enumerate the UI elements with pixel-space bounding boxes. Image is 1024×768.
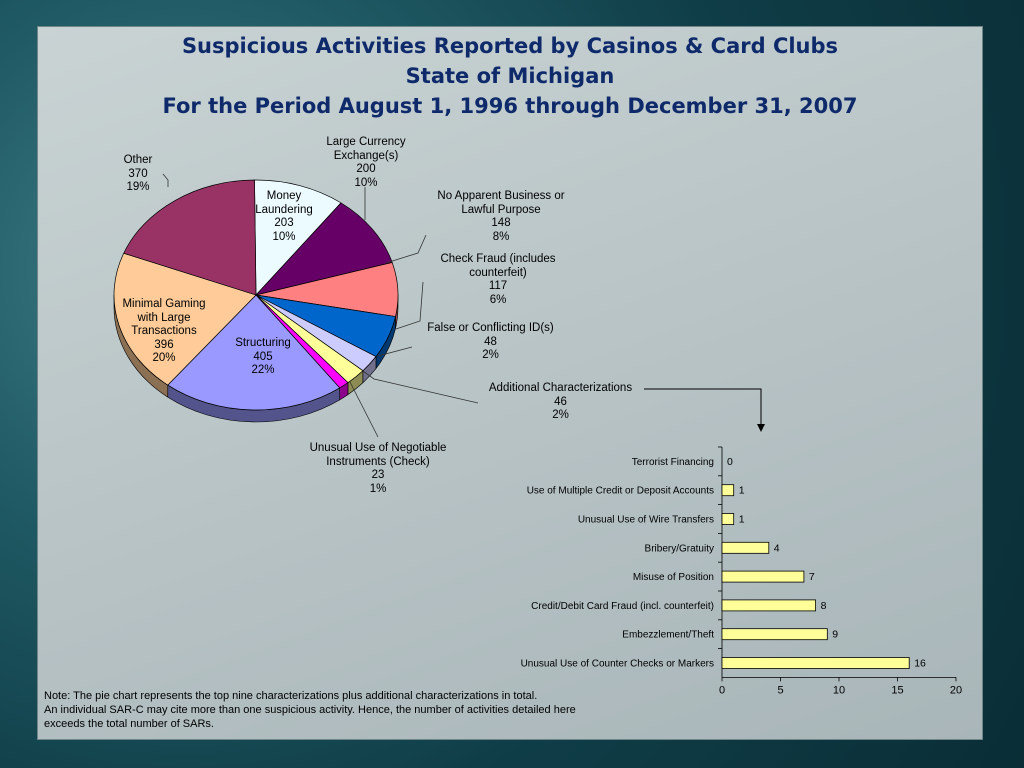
- label-false-id: False or Conflicting ID(s) 48 2%: [427, 322, 554, 361]
- chart-canvas: Terrorist Financing 0 Use of Multiple Cred…: [113, 173, 962, 696]
- bar-category-label: Unusual Use of Counter Checks or Markers: [521, 659, 714, 670]
- bar-x-tick-label: 15: [891, 684, 903, 696]
- label-large-currency: Large Currency Exchange(s) 200 10%: [326, 136, 406, 189]
- bar-x-tick-label: 20: [950, 684, 962, 696]
- slide: Suspicious Activities Reported by Casino…: [38, 27, 982, 739]
- bar-x-tick-label: 5: [777, 684, 783, 696]
- bar-category-label: Embezzlement/Theft: [622, 630, 714, 641]
- bar-value-label: 7: [809, 571, 815, 583]
- footnote-line: An individual SAR-C may cite more than o…: [44, 704, 576, 716]
- pie-slice: [254, 202, 393, 296]
- bar-value-label: 9: [832, 629, 838, 641]
- bar-value-label: 4: [774, 542, 780, 554]
- chart-title: Suspicious Activities Reported by Casino…: [181, 34, 839, 58]
- pie-slice: [123, 179, 257, 296]
- label-minimal-gaming: Minimal Gaming with Large Transactions 3…: [122, 298, 206, 364]
- leader-unusual-neg: [349, 381, 379, 438]
- chart-subtitle: State of Michigan: [405, 64, 615, 88]
- bar-chart: Terrorist Financing 0 Use of Multiple Cred…: [521, 446, 962, 696]
- pie: [113, 179, 399, 411]
- bar-value-label: 8: [821, 600, 827, 612]
- footnote-line: Note: The pie chart represents the top n…: [44, 690, 538, 702]
- bar-category-label: Terrorist Financing: [632, 457, 714, 468]
- bar: [721, 570, 805, 583]
- bar: [721, 513, 735, 525]
- bar-value-label: 0: [727, 456, 733, 468]
- bar-value-label: 16: [914, 658, 926, 670]
- label-no-apparent: No Apparent Business or Lawful Purpose 1…: [437, 190, 565, 243]
- leader-additional: [362, 370, 479, 404]
- chart-period: For the Period August 1, 1996 through De…: [162, 94, 858, 118]
- additional-arrow: [644, 388, 765, 432]
- bar-x-tick-label: 10: [833, 684, 845, 696]
- pie-slice: [113, 252, 257, 386]
- bar-category-label: Use of Multiple Credit or Deposit Accoun…: [527, 486, 714, 497]
- leader-other: [162, 173, 169, 187]
- label-structuring: Structuring 405 22%: [235, 337, 291, 376]
- bar-category-label: Bribery/Gratuity: [645, 543, 714, 554]
- leader-check-fraud: [395, 281, 424, 330]
- bar: [721, 484, 735, 497]
- footnote-line: exceeds the total number of SARs.: [44, 718, 214, 730]
- pie-slice: [254, 179, 342, 296]
- bar-value-label: 1: [739, 514, 745, 526]
- bar: [721, 599, 816, 612]
- bar-category-label: Misuse of Position: [633, 572, 714, 583]
- pie-leader-lines: [162, 173, 479, 438]
- bar-x-tick-label: 0: [719, 684, 725, 696]
- bar-category-label: Unusual Use of Wire Transfers: [578, 515, 714, 526]
- bar: [721, 628, 828, 641]
- label-additional: Additional Characterizations 46 2%: [488, 382, 633, 421]
- bar: [721, 657, 910, 669]
- bar-value-label: 1: [739, 485, 745, 497]
- footnote: Note: The pie chart represents the top n…: [44, 689, 576, 731]
- label-other: Other 370 19%: [123, 154, 153, 193]
- leader-false-id: [377, 346, 413, 357]
- label-money-laundering: Money Laundering 203 10%: [255, 190, 313, 243]
- label-check-fraud: Check Fraud (includes counterfeit) 117 6…: [440, 253, 556, 306]
- leader-no-apparent: [385, 234, 427, 264]
- label-unusual-neg: Unusual Use of Negotiable Instruments (C…: [309, 442, 447, 495]
- pie-slice: [167, 294, 341, 411]
- bar: [721, 541, 770, 554]
- bar-category-label: Credit/Debit Card Fraud (incl. counterfe…: [531, 601, 714, 612]
